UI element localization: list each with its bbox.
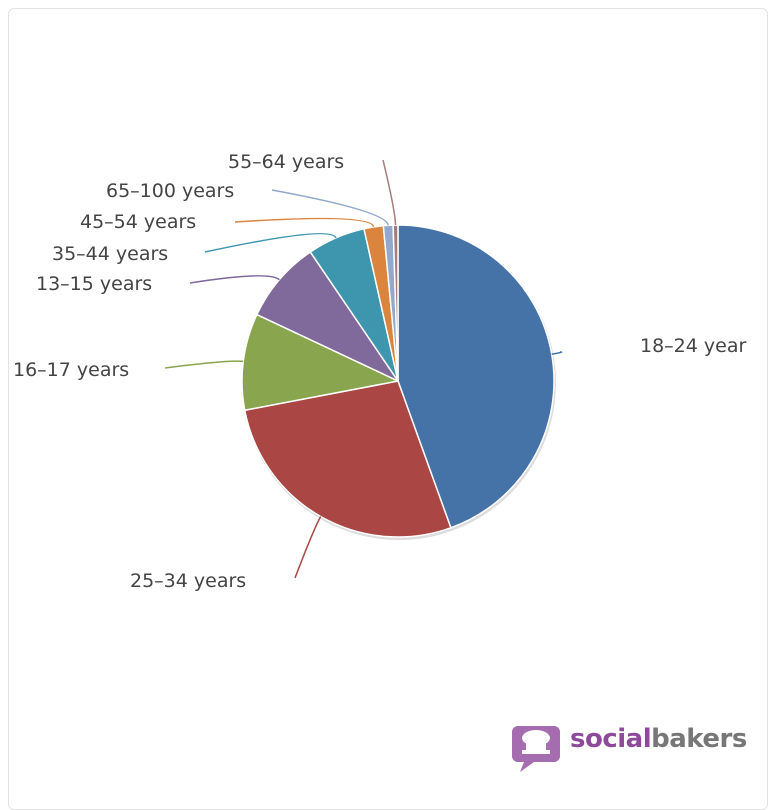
connector-65-100-years (271, 189, 389, 226)
connector-25-34-years (294, 516, 322, 579)
label-connectors (164, 159, 563, 579)
slice-label: 45–54 years (80, 211, 196, 233)
socialbakers-logo: socialbakers (510, 716, 750, 776)
pie-slice-18-24-year[interactable] (397, 224, 555, 529)
slice-label: 55–64 years (228, 151, 344, 173)
slice-label: 16–17 years (13, 359, 129, 381)
pie-slice-55-64-years[interactable] (392, 224, 399, 382)
pie-chart: 18–24 year 25–34 years 16–17 years 13–15 ye… (13, 151, 746, 592)
chef-hat-icon (512, 726, 560, 772)
slice-label: 35–44 years (52, 243, 168, 265)
slice-label: 65–100 years (106, 180, 234, 202)
connector-13-15-years (189, 275, 280, 284)
connector-45-54-years (234, 217, 375, 228)
connector-18-24-year (551, 351, 563, 355)
connector-35-44-years (204, 232, 337, 253)
slice-label: 13–15 years (36, 273, 152, 295)
slice-label: 18–24 year (640, 335, 746, 357)
connector-55-64-years (382, 159, 397, 226)
slice-labels: 18–24 year 25–34 years 16–17 years 13–15 ye… (13, 151, 746, 592)
pie-slice-13-15-years[interactable] (256, 251, 399, 382)
connector-16-17-years (164, 360, 244, 369)
brand-text-bakers: bakers (651, 724, 747, 754)
pie-slices (241, 224, 556, 540)
pie-slice-16-17-years[interactable] (241, 313, 399, 411)
slice-label: 25–34 years (130, 570, 246, 592)
brand-text-social: social (570, 724, 652, 754)
brand-text: socialbakers (570, 724, 747, 754)
